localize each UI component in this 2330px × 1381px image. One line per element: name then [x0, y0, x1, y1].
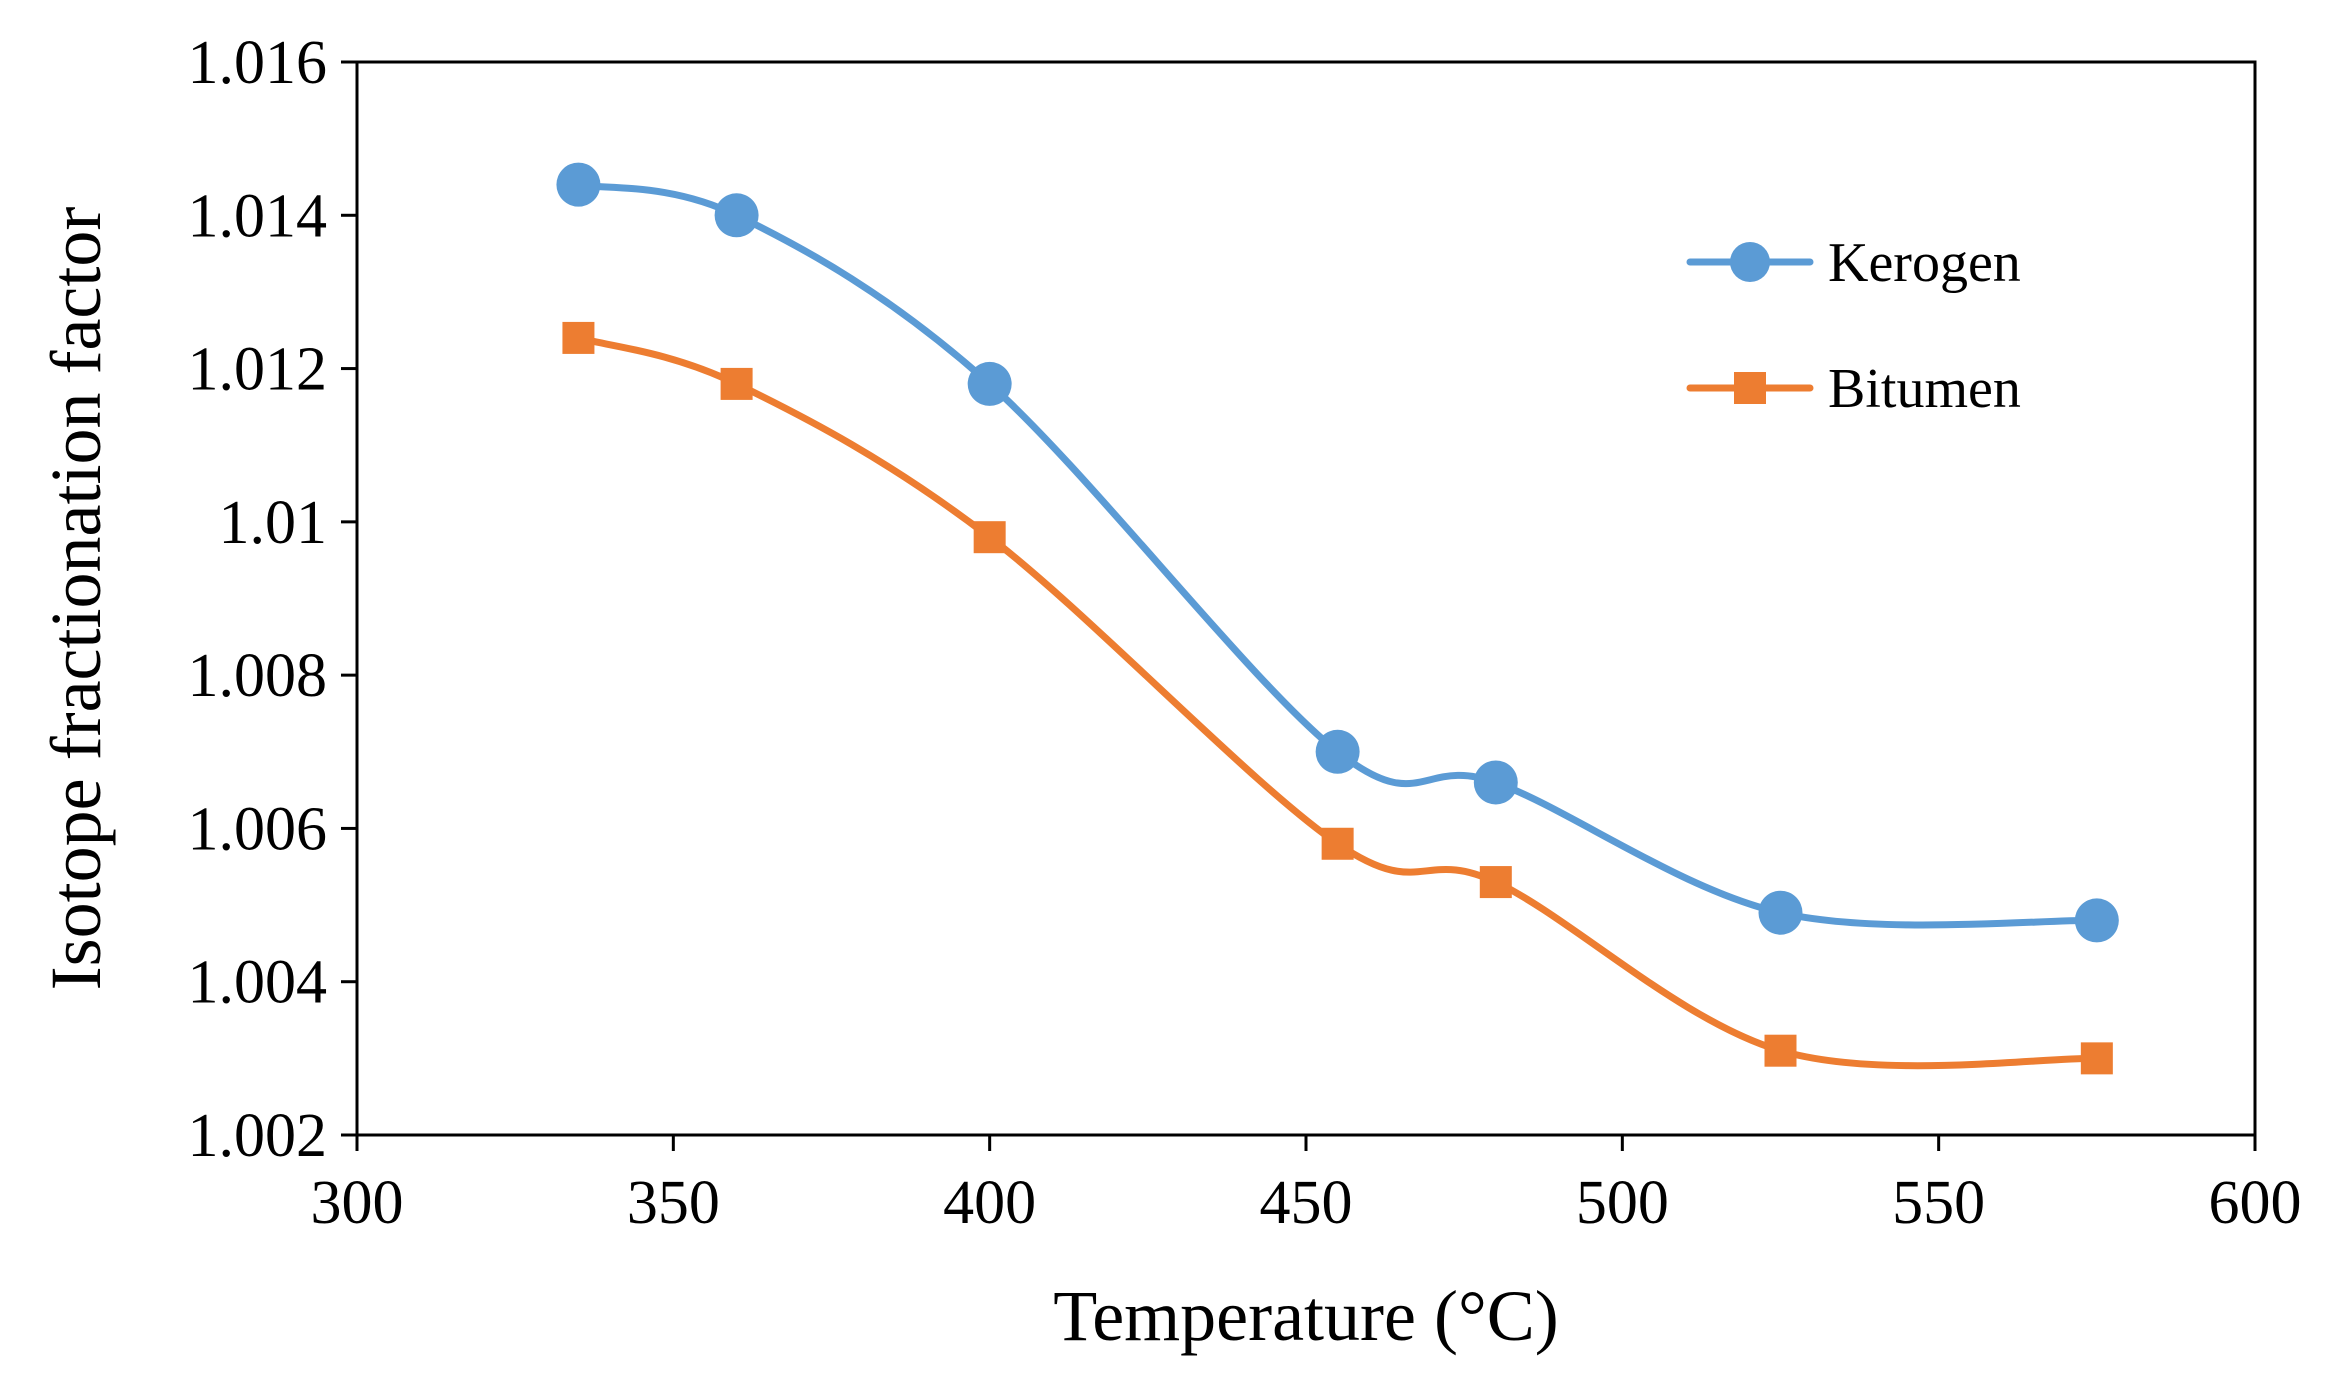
data-point-bitumen [720, 367, 753, 400]
x-axis-ticks: 300 350 400 450 500 550 600 [311, 1135, 2302, 1237]
series-layer [556, 162, 2119, 1075]
x-tick-label: 350 [627, 1169, 720, 1237]
data-point-bitumen [1479, 866, 1512, 899]
y-tick-label: 1.012 [188, 336, 328, 404]
data-point-bitumen [2080, 1042, 2113, 1075]
y-axis-title: Isotope fractionation factor [36, 207, 116, 991]
x-tick-label: 300 [311, 1169, 404, 1237]
x-tick-label: 400 [943, 1169, 1036, 1237]
x-tick-label: 500 [1576, 1169, 1669, 1237]
plot-area-frame [355, 60, 2257, 1137]
y-tick-label: 1.014 [188, 182, 328, 250]
legend-item-bitumen: Bitumen [1686, 358, 2021, 420]
data-point-kerogen [2074, 898, 2119, 943]
data-point-kerogen [556, 162, 601, 207]
series-line-bitumen [574, 334, 2101, 1070]
x-tick-label: 550 [1892, 1169, 1985, 1237]
data-point-kerogen [714, 193, 759, 238]
legend-item-kerogen: Kerogen [1686, 232, 2021, 294]
y-tick-label: 1.008 [188, 642, 328, 710]
x-tick-label: 450 [1260, 1169, 1353, 1237]
x-tick-label: 600 [2209, 1169, 2302, 1237]
legend: Kerogen Bitumen [1686, 232, 2021, 420]
legend-marker-bitumen [1734, 372, 1766, 404]
legend-label-bitumen: Bitumen [1828, 358, 2021, 420]
data-point-bitumen [1321, 827, 1354, 860]
y-axis-ticks: 1.002 1.004 1.006 1.008 1.01 1.012 1.014 1.016 [188, 29, 357, 1170]
x-axis-title: Temperature (°C) [1053, 1276, 1559, 1356]
series-line-kerogen [574, 181, 2101, 929]
y-tick-label: 1.004 [188, 949, 328, 1017]
y-tick-label: 1.006 [188, 795, 328, 863]
legend-label-kerogen: Kerogen [1828, 232, 2021, 294]
data-point-bitumen [1764, 1034, 1797, 1067]
y-tick-label: 1.002 [188, 1102, 328, 1170]
y-tick-label: 1.01 [219, 489, 328, 557]
legend-marker-kerogen [1730, 242, 1770, 282]
data-point-kerogen [1473, 760, 1518, 805]
data-point-bitumen [562, 321, 595, 354]
data-point-bitumen [973, 521, 1006, 554]
y-tick-label: 1.016 [188, 29, 328, 97]
data-point-kerogen [1758, 890, 1803, 935]
data-point-kerogen [1315, 729, 1360, 774]
data-point-kerogen [967, 361, 1012, 406]
